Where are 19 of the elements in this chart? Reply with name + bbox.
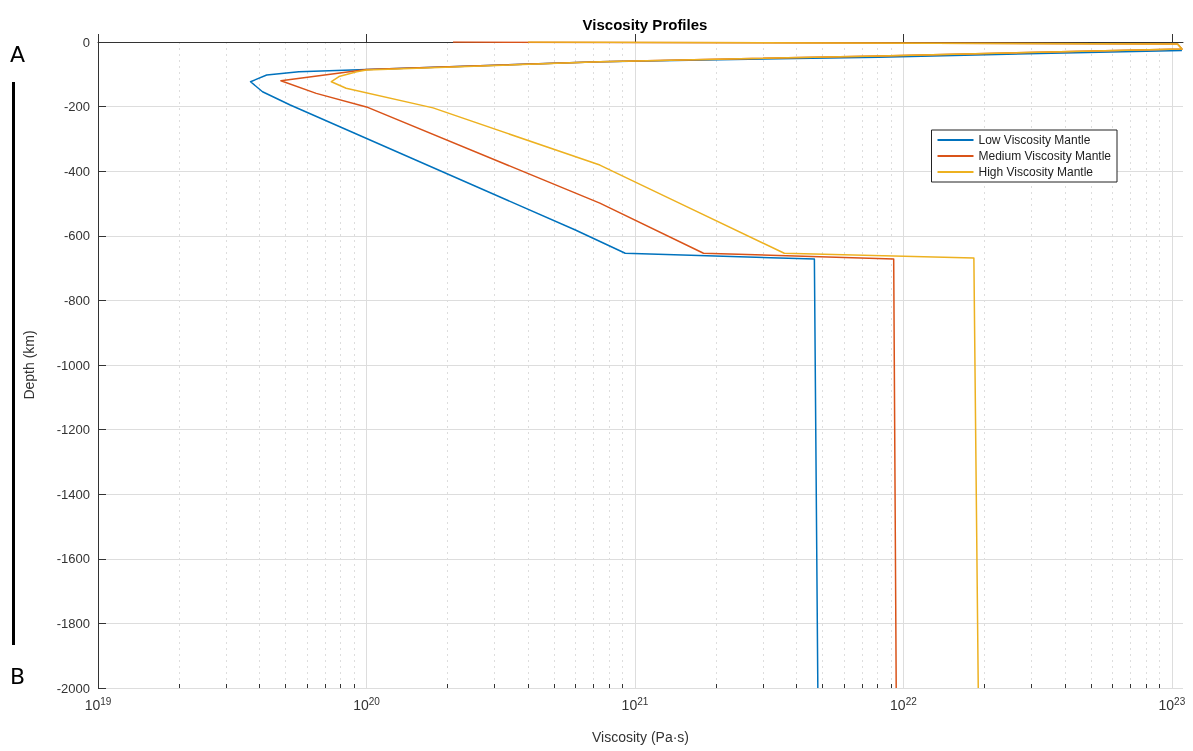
legend-label: High Viscosity Mantle xyxy=(978,165,1094,179)
y-tick-label: -1200 xyxy=(56,422,90,438)
y-tick-label: -1000 xyxy=(56,357,90,373)
text: B xyxy=(10,664,26,689)
y-tick-label: 0 xyxy=(82,34,90,50)
chart-title: Viscosity Profiles xyxy=(582,16,708,33)
text: A xyxy=(10,42,26,67)
legend-label: Low Viscosity Mantle xyxy=(978,133,1091,147)
y-tick-label: -1800 xyxy=(56,615,90,631)
y-tick-label: -200 xyxy=(63,99,90,115)
x-axis-title: Viscosity (Pa·s) xyxy=(592,729,689,745)
legend-label: Medium Viscosity Mantle xyxy=(978,149,1112,163)
y-tick-label: -1400 xyxy=(56,486,90,502)
y-tick-label: -600 xyxy=(63,228,90,244)
y-tick-label: -1600 xyxy=(56,551,90,567)
y-tick-label: -800 xyxy=(63,292,90,308)
y-tick-label: -400 xyxy=(63,163,90,179)
y-axis-title: Depth (km) xyxy=(21,330,37,400)
y-tick-label: -2000 xyxy=(56,680,90,696)
